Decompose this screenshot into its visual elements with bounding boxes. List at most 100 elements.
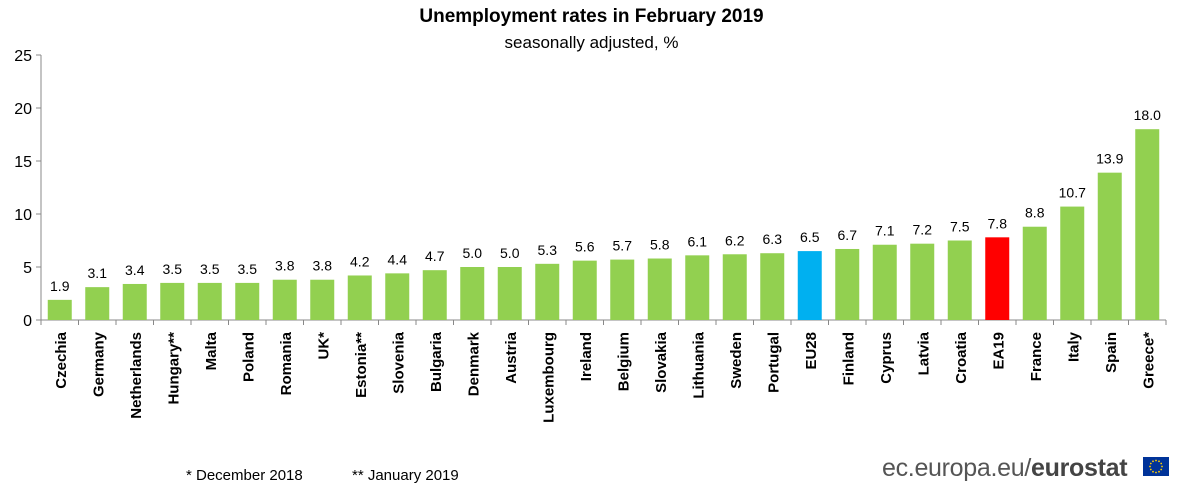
footnote-december: * December 2018 <box>186 467 303 484</box>
eu-flag-icon <box>1143 457 1169 476</box>
bar <box>460 267 485 320</box>
chart-title: Unemployment rates in February 2019 <box>419 6 764 27</box>
x-tick-label: Lithuania <box>690 331 707 398</box>
bar <box>310 279 335 320</box>
x-tick-label: Cyprus <box>878 332 895 384</box>
x-tick-label: UK* <box>315 332 332 360</box>
bar <box>1022 226 1047 320</box>
x-tick-label: Latvia <box>915 331 932 375</box>
brand-separator: / <box>1024 454 1032 482</box>
flag-star <box>1149 468 1152 471</box>
bar <box>610 259 635 320</box>
data-label: 1.9 <box>50 278 70 294</box>
x-tick-label: France <box>1028 332 1045 381</box>
flag-star <box>1152 470 1154 473</box>
bar <box>85 287 110 320</box>
bar <box>722 254 747 320</box>
data-label: 3.1 <box>88 265 108 281</box>
data-label: 7.5 <box>950 219 970 235</box>
x-tick-label: Belgium <box>615 332 632 391</box>
x-tick-label: Malta <box>203 331 220 370</box>
x-tick-label: Italy <box>1065 331 1082 362</box>
bar <box>985 237 1010 320</box>
data-label: 6.3 <box>763 231 783 247</box>
bar <box>160 282 185 320</box>
bar <box>685 255 710 320</box>
bar <box>797 251 822 320</box>
data-label: 6.7 <box>838 227 858 243</box>
x-tick-label: Hungary** <box>165 332 182 405</box>
x-tick-label: EA19 <box>990 332 1007 370</box>
x-tick-label: Spain <box>1103 332 1120 373</box>
flag-star <box>1152 460 1154 463</box>
x-tick-label: Finland <box>840 332 857 385</box>
y-tick-label: 25 <box>14 48 32 65</box>
data-label: 7.1 <box>875 223 895 239</box>
flag-star <box>1158 470 1160 473</box>
data-label: 4.2 <box>350 253 370 269</box>
bar <box>197 282 222 320</box>
bar <box>347 275 372 320</box>
y-tick-label: 0 <box>23 313 32 330</box>
data-label: 13.9 <box>1096 151 1123 167</box>
bar <box>535 263 560 320</box>
brand-name: eurostat <box>1031 454 1128 482</box>
bar <box>647 258 672 320</box>
bar <box>947 240 972 320</box>
data-label: 8.8 <box>1025 205 1045 221</box>
y-tick-label: 5 <box>23 260 32 277</box>
data-label: 6.5 <box>800 229 820 245</box>
data-label: 7.8 <box>988 215 1008 231</box>
data-label: 3.5 <box>200 261 220 277</box>
y-tick-label: 10 <box>14 207 32 224</box>
y-tick-label: 20 <box>14 101 32 118</box>
x-tick-label: Poland <box>240 332 257 382</box>
y-tick-label: 15 <box>14 154 32 171</box>
x-tick-label: Estonia** <box>353 332 370 398</box>
data-label: 5.3 <box>538 242 558 258</box>
x-tick-label: EU28 <box>803 332 820 370</box>
bar <box>235 282 260 320</box>
bar <box>1060 206 1085 320</box>
flag-star <box>1149 465 1151 468</box>
bar <box>497 267 522 320</box>
x-tick-label: Luxembourg <box>540 332 557 423</box>
bar <box>835 248 860 320</box>
x-tick-label: Denmark <box>465 331 482 396</box>
data-label: 4.4 <box>388 251 408 267</box>
x-tick-label: Greece* <box>1140 332 1157 389</box>
data-label: 5.7 <box>613 238 633 254</box>
data-label: 6.1 <box>688 233 708 249</box>
flag-star <box>1158 460 1160 463</box>
bar <box>572 260 597 320</box>
x-tick-label: Czechia <box>53 331 70 388</box>
data-label: 3.8 <box>313 258 333 274</box>
data-label: 3.5 <box>163 261 183 277</box>
flag-star <box>1155 471 1157 474</box>
x-tick-label: Austria <box>503 331 520 383</box>
x-tick-label: Portugal <box>765 332 782 393</box>
bar <box>422 270 447 320</box>
x-tick-label: Romania <box>278 331 295 395</box>
data-label: 3.5 <box>238 261 258 277</box>
bar <box>122 283 147 320</box>
x-tick-label: Croatia <box>953 331 970 383</box>
data-label: 5.8 <box>650 237 670 253</box>
flag-star <box>1149 462 1152 465</box>
x-tick-label: Germany <box>90 331 107 397</box>
bar <box>760 253 785 320</box>
footnote-january: ** January 2019 <box>352 467 459 484</box>
eurostat-branding[interactable]: ec.europa.eu/eurostat <box>882 454 1128 483</box>
flag-star <box>1160 462 1163 465</box>
flag-star <box>1155 459 1157 462</box>
chart-subtitle: seasonally adjusted, % <box>504 33 679 52</box>
data-label: 5.0 <box>463 245 483 261</box>
flag-background <box>1143 457 1169 476</box>
bar <box>272 279 297 320</box>
x-tick-label: Sweden <box>728 332 745 389</box>
data-label: 5.6 <box>575 239 595 255</box>
bar <box>1097 172 1122 320</box>
x-tick-label: Slovakia <box>653 331 670 393</box>
data-label: 7.2 <box>913 222 933 238</box>
bar <box>1135 129 1160 320</box>
